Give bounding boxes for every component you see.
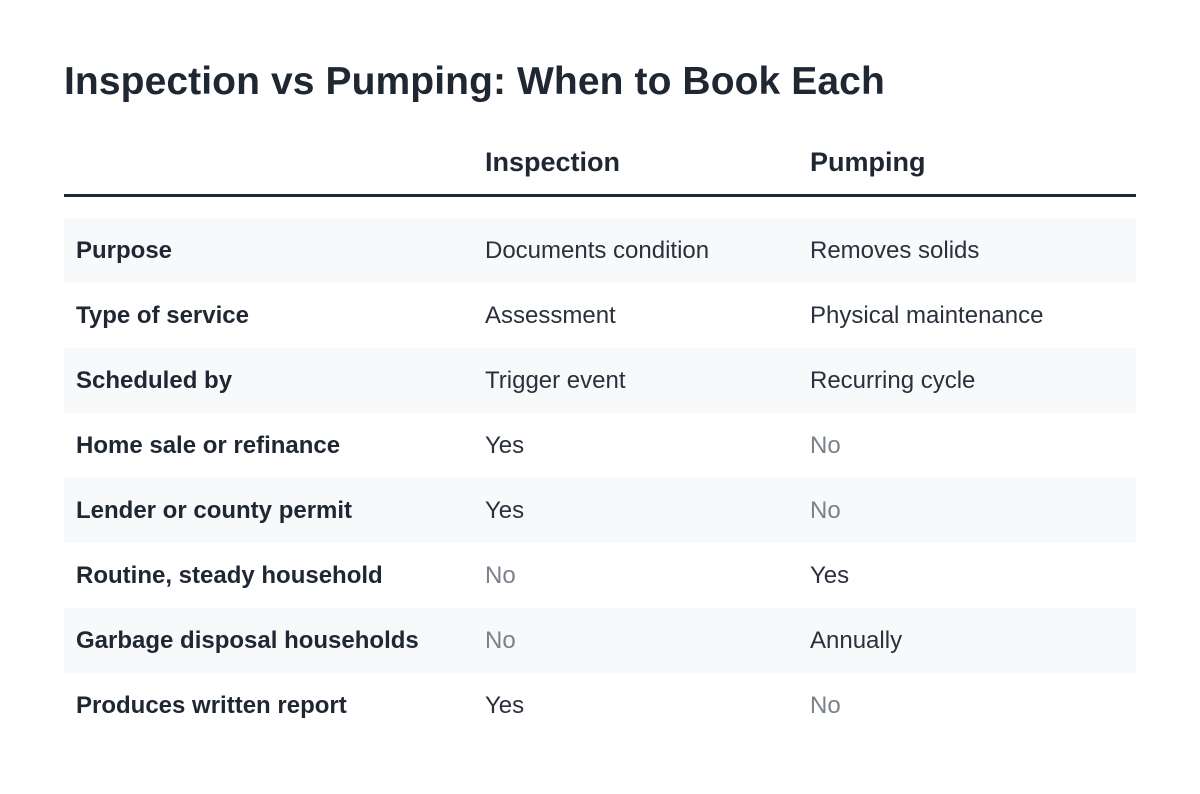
- row-label: Scheduled by: [76, 367, 233, 394]
- row-label: Lender or county permit: [76, 497, 353, 524]
- inspection-cell: Yes: [485, 692, 525, 719]
- pumping-cell: No: [810, 432, 841, 459]
- row-label: Garbage disposal households: [76, 627, 419, 654]
- inspection-cell: No: [485, 627, 516, 654]
- table-row: Routine, steady household No Yes: [64, 543, 1136, 608]
- pumping-cell: Yes: [810, 562, 850, 589]
- table-row: Produces written report Yes No: [64, 673, 1136, 738]
- table-row: Home sale or refinance Yes No: [64, 413, 1136, 478]
- inspection-cell: Yes: [485, 497, 525, 524]
- table-row: Garbage disposal households No Annually: [64, 608, 1136, 673]
- table-row: Type of service Assessment Physical main…: [64, 283, 1136, 348]
- pumping-cell: No: [810, 497, 841, 524]
- row-label: Produces written report: [76, 692, 347, 719]
- inspection-cell: Documents condition: [485, 237, 710, 264]
- inspection-cell: Trigger event: [485, 367, 626, 394]
- table-header: Inspection Pumping: [64, 142, 1136, 197]
- inspection-cell: No: [485, 562, 516, 589]
- pumping-cell: Recurring cycle: [810, 367, 976, 394]
- pumping-cell: Physical maintenance: [810, 302, 1044, 329]
- page-title: Inspection vs Pumping: When to Book Each: [64, 60, 885, 103]
- table-row: Lender or county permit Yes No: [64, 478, 1136, 543]
- column-header-pumping: Pumping: [810, 147, 926, 177]
- inspection-cell: Yes: [485, 432, 525, 459]
- pumping-cell: Removes solids: [810, 237, 980, 264]
- row-label: Type of service: [76, 302, 249, 329]
- inspection-cell: Assessment: [485, 302, 616, 329]
- table-body: Purpose Documents condition Removes soli…: [64, 218, 1136, 738]
- table-row: Purpose Documents condition Removes soli…: [64, 218, 1136, 283]
- pumping-cell: Annually: [810, 627, 903, 654]
- row-label: Home sale or refinance: [76, 432, 341, 459]
- column-header-inspection: Inspection: [485, 147, 621, 177]
- row-label: Routine, steady household: [76, 562, 383, 589]
- row-label: Purpose: [76, 237, 173, 264]
- table-row: Scheduled by Trigger event Recurring cyc…: [64, 348, 1136, 413]
- pumping-cell: No: [810, 692, 841, 719]
